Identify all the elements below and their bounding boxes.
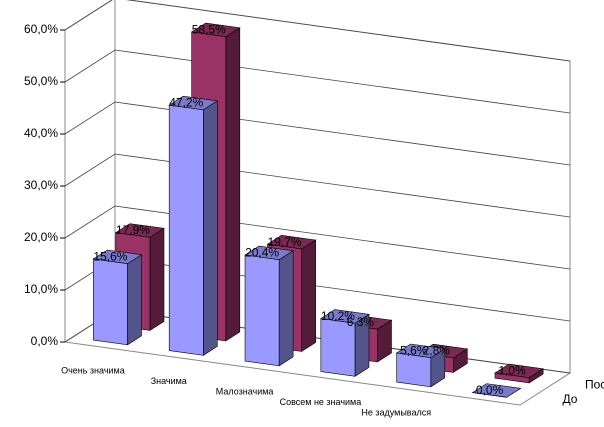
depth-label: До <box>563 392 578 406</box>
data-label: 10,2% <box>321 309 355 323</box>
grid-line <box>64 0 571 62</box>
data-label: 19,7% <box>268 235 302 249</box>
data-label: 47,2% <box>169 96 203 110</box>
data-label: 17,9% <box>116 223 150 237</box>
y-tick-label: 10,0% <box>24 282 58 296</box>
grid-line <box>64 49 571 114</box>
bar-front <box>472 392 507 398</box>
data-label: 58,5% <box>192 23 226 37</box>
y-tick-label: 30,0% <box>24 178 58 192</box>
bar-front <box>494 372 530 384</box>
data-label: 15,6% <box>93 250 127 264</box>
data-label: 2,8% <box>423 344 451 358</box>
bar-side <box>225 27 241 342</box>
data-label: 0,0% <box>476 383 504 397</box>
bar-side <box>149 227 165 331</box>
data-label: 6,3% <box>347 315 375 329</box>
bar-side <box>203 100 218 356</box>
grid-line <box>64 101 571 166</box>
x-tick-label: Очень значима <box>61 366 125 376</box>
y-tick-label: 0,0% <box>31 334 59 348</box>
x-tick-label: Не задумывался <box>361 408 431 418</box>
depth-label: После <box>585 377 604 391</box>
y-tick-label: 50,0% <box>24 74 58 88</box>
grid-line <box>64 205 571 270</box>
y-tick-label: 40,0% <box>24 126 58 140</box>
data-label: 5,6% <box>400 344 428 358</box>
bar-front <box>244 254 280 367</box>
x-tick-label: Совсем не значима <box>280 397 362 407</box>
x-tick-label: Малозначима <box>216 387 274 397</box>
data-label: 1,0% <box>498 364 526 378</box>
bar-front <box>396 352 432 388</box>
x-tick-label: Значима <box>151 376 187 386</box>
bar-side <box>127 254 142 346</box>
y-tick-label: 60,0% <box>24 22 58 36</box>
grid-line <box>64 153 571 218</box>
y-tick-label: 20,0% <box>24 230 58 244</box>
bar-side <box>278 250 294 367</box>
data-label: 20,4% <box>245 246 279 260</box>
bar-front <box>168 104 204 356</box>
bar-front <box>320 318 356 377</box>
bar-side <box>301 239 316 352</box>
bar-front <box>93 258 128 346</box>
